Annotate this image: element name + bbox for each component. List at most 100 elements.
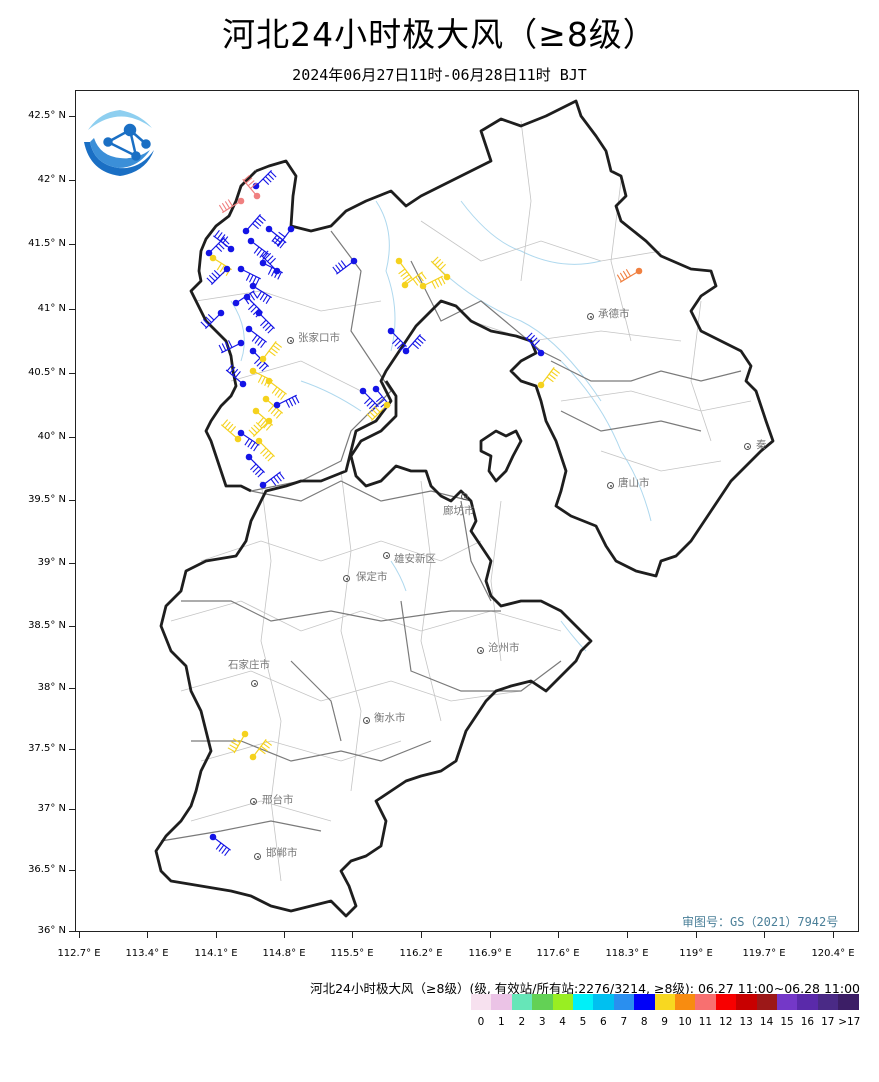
city-marker-icon xyxy=(287,337,294,344)
y-axis-label: 36° N xyxy=(37,925,66,936)
wind-station-marker xyxy=(249,739,273,761)
wind-station-marker xyxy=(209,833,231,857)
city-label: 唐山市 xyxy=(618,477,650,489)
legend-label: 11 xyxy=(698,1016,713,1028)
map-title: 河北24小时极大风（≥8级） xyxy=(222,15,657,54)
wind-station-marker xyxy=(237,429,260,452)
city-marker-icon xyxy=(251,680,258,687)
wind-station-marker xyxy=(366,401,391,421)
legend-color-swatch xyxy=(471,994,492,1010)
legend-label: 6 xyxy=(600,1016,607,1028)
x-axis-label: 115.5° E xyxy=(330,948,374,959)
wind-station-marker xyxy=(359,387,379,412)
wind-station-marker xyxy=(259,471,285,489)
legend-color-swatch xyxy=(593,994,615,1010)
wind-station-marker xyxy=(395,257,413,283)
wind-station-marker xyxy=(252,407,274,431)
legend-label: 7 xyxy=(620,1016,628,1028)
city-label: 保定市 xyxy=(356,571,388,583)
legend-color-swatch xyxy=(634,994,656,1010)
wind-station-marker xyxy=(248,417,273,437)
wind-station-marker xyxy=(261,250,281,275)
wind-station-marker xyxy=(237,265,261,286)
city-label: 邢台市 xyxy=(262,794,294,806)
legend-label: 1 xyxy=(498,1016,505,1028)
legend-label: 9 xyxy=(661,1016,668,1028)
hebei-map xyxy=(154,99,775,918)
approval-number: 审图号：GS（2021）7942号 xyxy=(682,915,839,929)
legend-color-swatch xyxy=(817,994,839,1010)
x-axis-label: 116.9° E xyxy=(468,948,512,959)
legend-color-swatch xyxy=(695,994,717,1010)
y-axis-label: 39.5° N xyxy=(28,494,66,505)
city-marker-icon xyxy=(744,443,751,450)
wind-station-marker xyxy=(402,334,426,355)
wind-station-marker xyxy=(265,377,287,401)
wind-station-marker xyxy=(249,282,272,304)
wind-station-marker xyxy=(537,367,561,389)
city-marker-icon xyxy=(343,575,350,582)
city-marker-icon xyxy=(587,313,594,320)
city-marker-icon xyxy=(363,717,370,724)
wind-station-marker xyxy=(227,730,249,754)
wind-station-marker xyxy=(265,225,287,249)
y-axis-label: 38° N xyxy=(37,682,66,693)
legend-label: 10 xyxy=(678,1016,692,1028)
wind-station-marker xyxy=(220,419,242,443)
wind-station-marker xyxy=(262,395,284,419)
x-axis-label: 119.7° E xyxy=(742,948,786,959)
legend-color-swatch xyxy=(491,994,513,1010)
wind-station-marker xyxy=(245,453,265,478)
wind-station-marker xyxy=(206,265,231,285)
legend-color-swatch xyxy=(511,994,533,1010)
wind-station-marker xyxy=(242,214,266,235)
wind-station-marker xyxy=(200,309,225,329)
wind-station-marker xyxy=(255,437,275,462)
x-axis-label: 117.6° E xyxy=(536,948,580,959)
city-label: 邯郸市 xyxy=(266,847,298,859)
wind-station-marker xyxy=(232,290,258,307)
wind-station-marker xyxy=(242,174,261,200)
wind-station-marker xyxy=(259,341,283,363)
legend-color-swatch xyxy=(573,994,594,1010)
legend-label: 5 xyxy=(579,1016,587,1028)
wind-station-marker xyxy=(431,256,451,281)
city-marker-icon xyxy=(607,482,614,489)
y-axis-label: 39° N xyxy=(37,557,66,568)
wind-station-marker xyxy=(273,394,300,409)
y-axis-label: 42.5° N xyxy=(28,110,66,121)
wind-station-marker xyxy=(616,267,643,283)
y-axis-label: 41.5° N xyxy=(28,238,66,249)
province-boundary xyxy=(154,99,775,918)
wind-station-marker xyxy=(255,309,275,334)
y-axis-label: 40° N xyxy=(37,431,66,442)
wind-stations-layer xyxy=(200,170,643,857)
y-axis-label: 42° N xyxy=(37,174,66,185)
wind-station-marker xyxy=(332,257,358,275)
legend-label: >17 xyxy=(838,1016,861,1028)
wind-station-marker xyxy=(271,225,295,247)
y-axis-label: 37° N xyxy=(37,803,66,814)
y-axis-label: 38.5° N xyxy=(28,620,66,631)
legend-color-swatch xyxy=(532,994,554,1010)
city-label: 沧州市 xyxy=(488,642,520,654)
x-axis-label: 113.4° E xyxy=(125,948,169,959)
legend-color-swatch xyxy=(777,994,798,1010)
x-axis-label: 116.2° E xyxy=(399,948,443,959)
cma-globe-logo-icon xyxy=(80,100,160,180)
y-axis-label: 41° N xyxy=(37,303,66,314)
wind-station-marker xyxy=(218,197,245,214)
y-axis-label: 40.5° N xyxy=(28,367,66,378)
legend-title: 河北24小时极大风（≥8级）(级, 有效站/所有站:2276/3214, ≥8级… xyxy=(310,981,860,996)
city-marker-icon xyxy=(477,647,484,654)
wind-station-marker xyxy=(209,254,232,276)
x-axis-label: 118.3° E xyxy=(605,948,649,959)
city-marker-icon xyxy=(461,493,468,500)
legend-color-swatch xyxy=(613,994,635,1010)
legend-color-swatch xyxy=(552,994,574,1010)
legend-color-swatch xyxy=(715,994,737,1010)
wind-station-marker xyxy=(419,275,446,290)
river-lines xyxy=(230,200,652,652)
x-axis-label: 114.1° E xyxy=(194,948,238,959)
map-area[interactable] xyxy=(75,90,859,932)
